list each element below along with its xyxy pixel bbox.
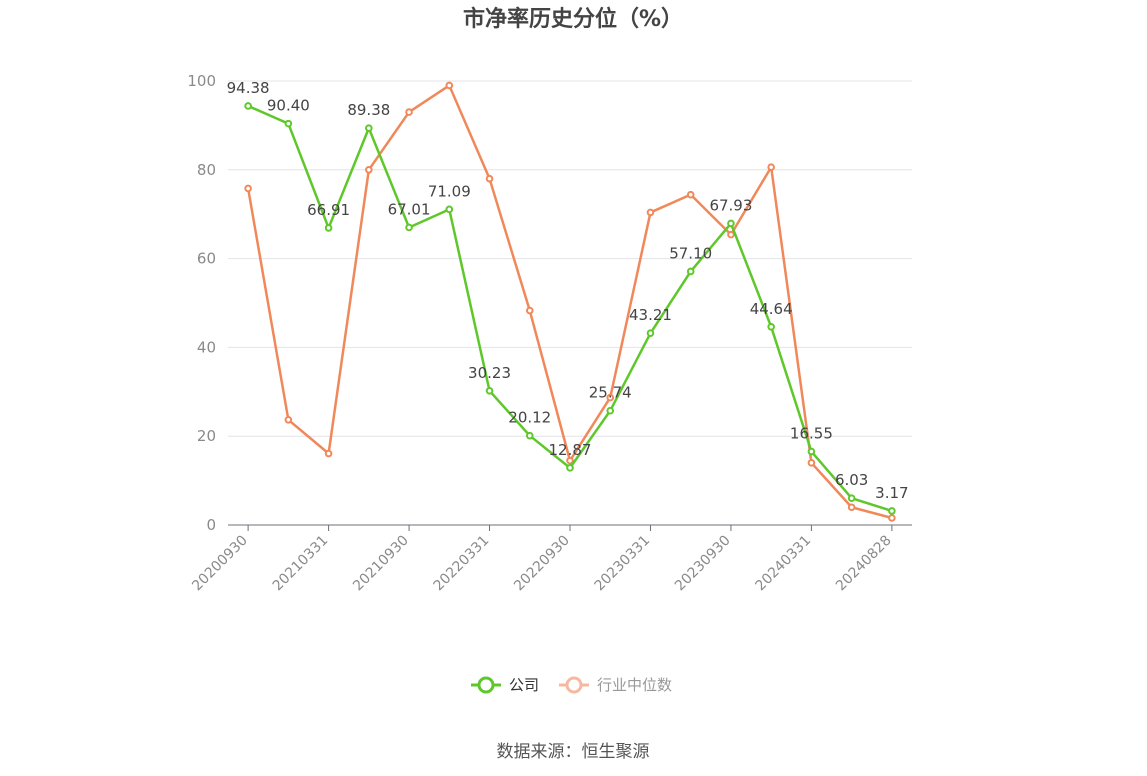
data-label: 94.38	[227, 79, 270, 97]
legend-marker	[477, 676, 495, 694]
legend-item-1[interactable]: 行业中位数	[559, 676, 672, 694]
x-tick-label: 20210331	[270, 533, 332, 595]
data-source-note: 数据来源：恒生聚源	[497, 742, 650, 762]
data-point[interactable]	[365, 124, 373, 132]
data-point[interactable]	[445, 205, 454, 214]
data-point[interactable]	[405, 108, 413, 116]
data-point[interactable]	[807, 459, 816, 467]
x-tick-label: 20210930	[350, 533, 412, 595]
y-tick-label: 100	[187, 72, 216, 90]
x-tick-label: 20240828	[833, 533, 895, 595]
data-label: 16.55	[790, 425, 833, 443]
y-tick-label: 0	[206, 516, 216, 534]
data-point[interactable]	[727, 219, 735, 228]
x-tick-label: 20230930	[672, 533, 734, 595]
x-tick-label: 20220331	[431, 533, 493, 595]
data-label: 20.12	[508, 409, 551, 427]
data-point[interactable]	[365, 166, 373, 174]
data-point[interactable]	[525, 306, 534, 315]
data-point[interactable]	[485, 174, 494, 183]
data-point[interactable]	[646, 208, 655, 217]
y-tick-label: 20	[197, 427, 216, 445]
data-label: 12.87	[549, 441, 592, 459]
data-point[interactable]	[485, 386, 494, 395]
data-point[interactable]	[847, 494, 856, 503]
data-point[interactable]	[807, 447, 816, 456]
data-label: 57.10	[669, 244, 712, 262]
data-point[interactable]	[566, 456, 574, 465]
x-tick-label: 20240331	[753, 533, 815, 595]
data-point[interactable]	[847, 503, 856, 512]
data-point[interactable]	[767, 163, 775, 171]
data-point[interactable]	[646, 329, 655, 337]
legend-item-0[interactable]: 公司	[471, 676, 539, 694]
legend-label: 行业中位数	[597, 676, 672, 694]
data-label: 67.93	[709, 196, 752, 214]
data-point[interactable]	[284, 415, 293, 424]
data-point[interactable]	[324, 449, 333, 458]
data-point[interactable]	[405, 223, 413, 232]
data-point[interactable]	[244, 184, 252, 193]
data-point[interactable]	[727, 230, 735, 239]
data-label: 90.40	[267, 97, 310, 115]
data-point[interactable]	[324, 224, 333, 232]
data-point[interactable]	[606, 406, 615, 415]
data-point[interactable]	[888, 514, 896, 522]
data-label: 66.91	[307, 201, 350, 219]
data-label: 30.23	[468, 364, 511, 382]
legend[interactable]: 公司 行业中位数	[471, 676, 672, 694]
data-point[interactable]	[525, 431, 534, 440]
y-tick-label: 80	[197, 161, 216, 179]
data-label: 6.03	[835, 471, 868, 489]
data-label: 44.64	[750, 300, 793, 318]
data-point[interactable]	[284, 119, 293, 128]
data-label: 71.09	[428, 182, 471, 200]
data-point[interactable]	[606, 393, 615, 402]
data-label: 43.21	[629, 306, 672, 324]
data-point[interactable]	[686, 267, 695, 276]
data-label: 25.74	[589, 384, 632, 402]
legend-marker	[565, 676, 583, 694]
y-tick-label: 40	[197, 338, 216, 356]
data-point[interactable]	[888, 507, 896, 515]
gridlines	[228, 80, 912, 437]
legend-label: 公司	[509, 676, 539, 694]
chart-title: 市净率历史分位（%）	[463, 6, 683, 32]
y-tick-label: 60	[197, 250, 216, 268]
x-tick-label: 20200930	[189, 533, 251, 595]
data-point[interactable]	[445, 81, 454, 90]
data-label: 89.38	[347, 101, 390, 119]
series-group	[244, 81, 896, 522]
x-tick-label: 20220930	[511, 533, 573, 595]
data-label: 3.17	[875, 484, 908, 502]
data-point[interactable]	[566, 464, 574, 472]
x-tick-label: 20230331	[592, 533, 654, 595]
data-point[interactable]	[767, 322, 775, 331]
axes: 0 20 40 60 80 100 20200930 20210331 20210930 2022…	[187, 72, 912, 594]
data-point[interactable]	[686, 190, 695, 199]
data-point[interactable]	[244, 102, 252, 110]
data-label: 67.01	[388, 200, 431, 218]
